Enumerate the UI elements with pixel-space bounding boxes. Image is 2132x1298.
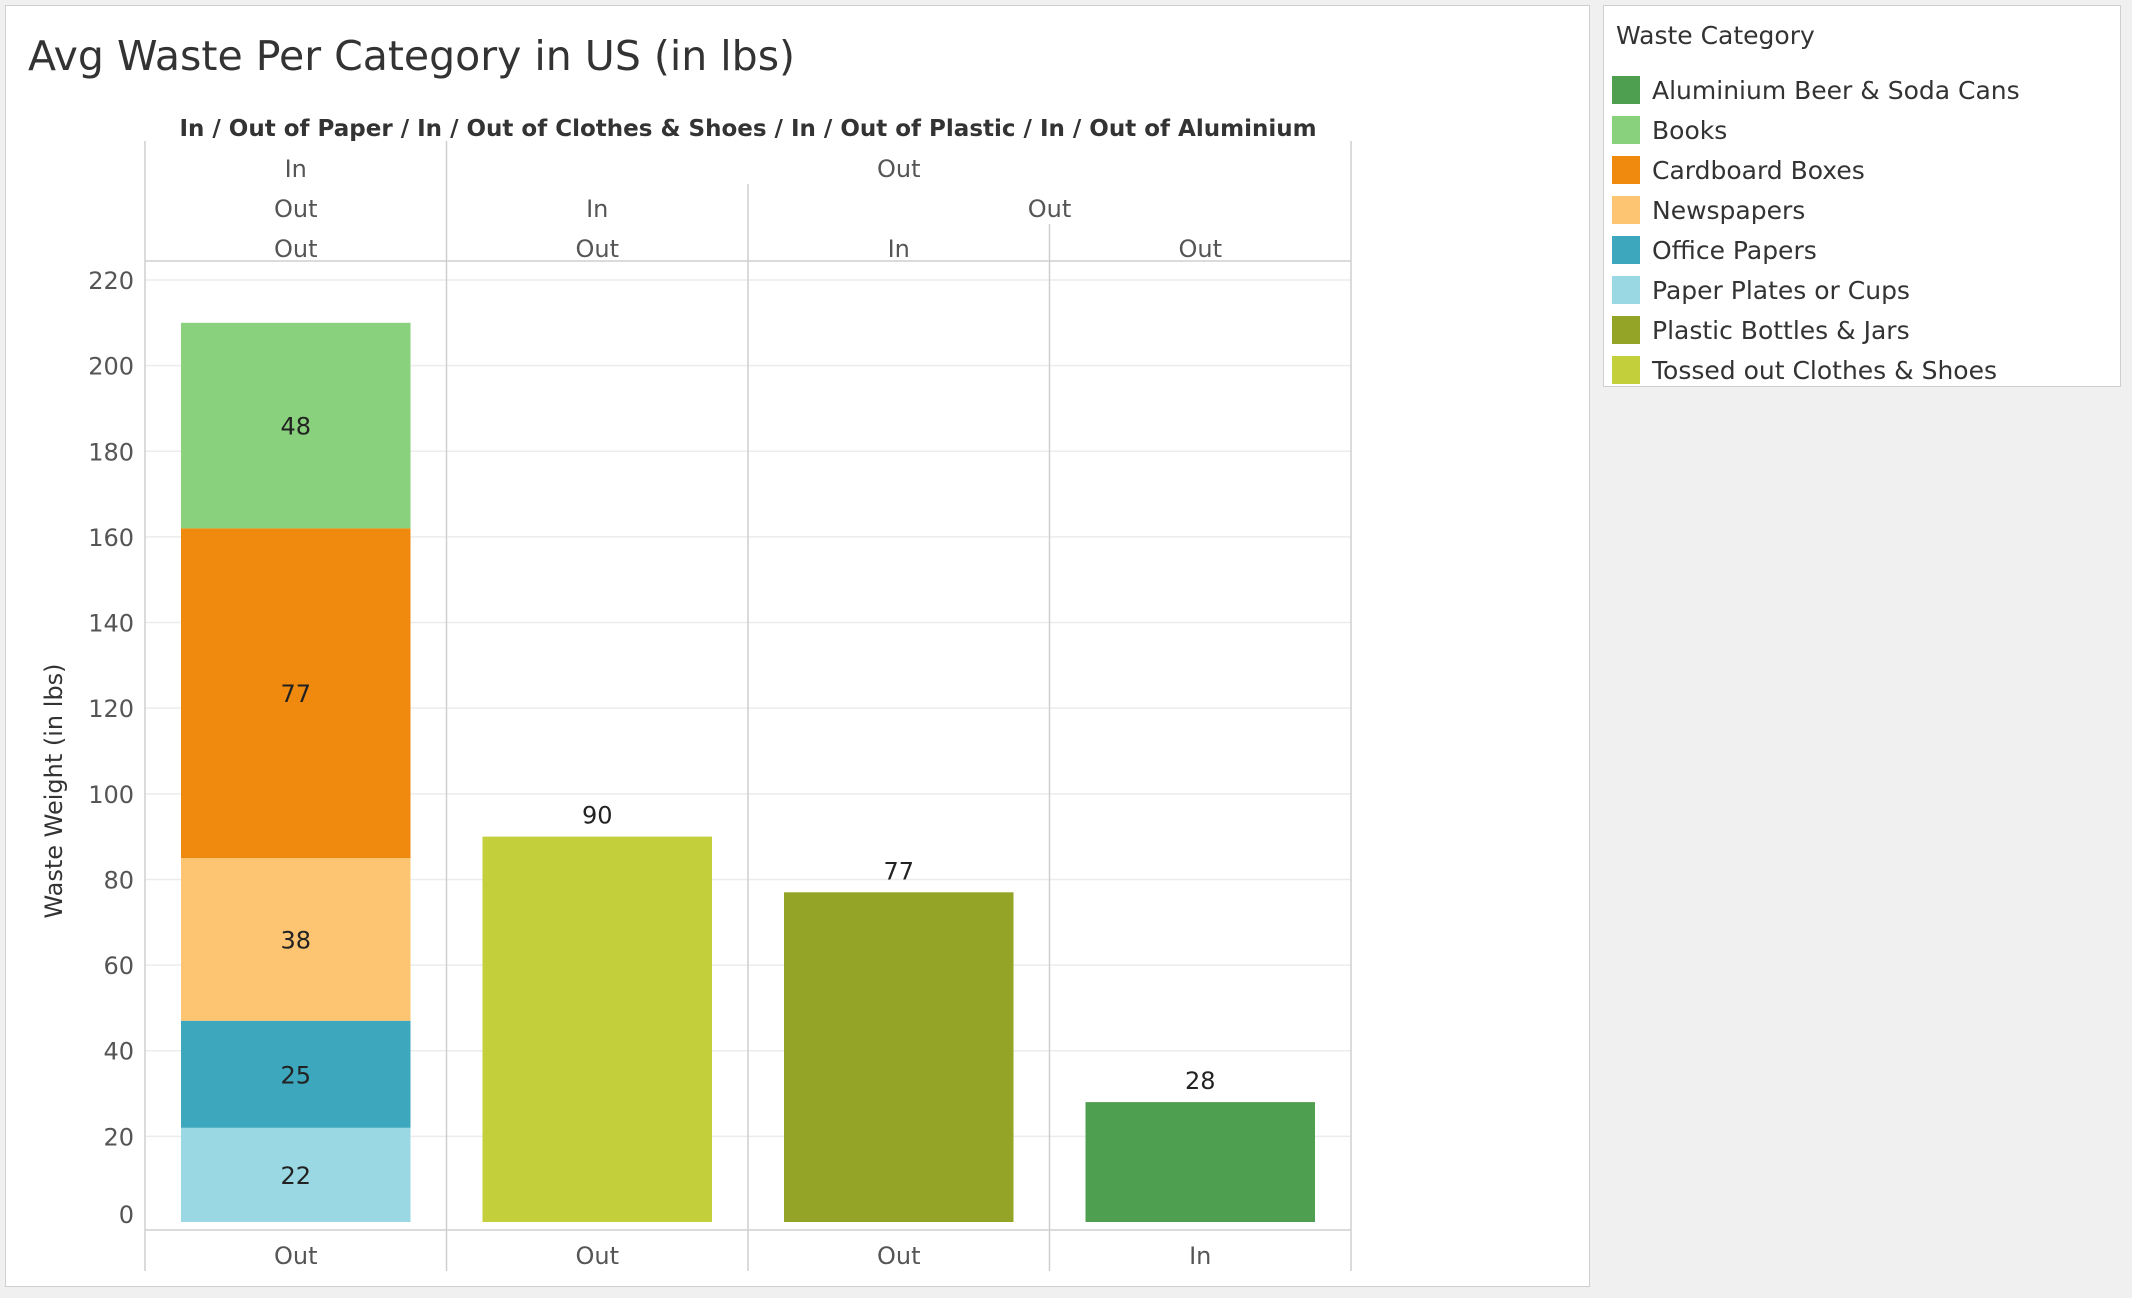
legend-swatch — [1612, 236, 1640, 264]
header-label: Out — [274, 195, 318, 223]
y-tick-label: 0 — [119, 1201, 134, 1229]
x-tick-label: In — [1189, 1242, 1211, 1270]
y-axis-title: Waste Weight (in lbs) — [40, 663, 68, 918]
y-tick-label: 80 — [103, 866, 134, 894]
legend-label: Books — [1652, 115, 1728, 145]
y-tick-label: 140 — [88, 610, 134, 638]
chart-plot: In / Out of Paper / In / Out of Clothes … — [40, 116, 1352, 1271]
x-tick-label: Out — [877, 1242, 921, 1270]
chart-title: Avg Waste Per Category in US (in lbs) — [28, 32, 796, 80]
legend: Waste Category Aluminium Beer & Soda Can… — [1603, 5, 2121, 387]
legend-swatch — [1612, 76, 1640, 104]
column-header-segment: In / Out of Paper — [179, 116, 393, 142]
y-tick-label: 180 — [88, 438, 134, 466]
chart-container: Avg Waste Per Category in US (in lbs) In… — [5, 5, 1590, 1287]
legend-swatch — [1612, 116, 1640, 144]
legend-label: Office Papers — [1652, 235, 1817, 265]
data-label: 25 — [280, 1061, 311, 1089]
bar-segment — [784, 892, 1014, 1222]
column-header-separator: / — [393, 116, 417, 142]
y-tick-label: 20 — [103, 1123, 134, 1151]
y-tick-label: 220 — [88, 267, 134, 295]
data-label: 22 — [280, 1162, 311, 1190]
y-tick-label: 40 — [103, 1038, 134, 1066]
legend-label: Cardboard Boxes — [1652, 155, 1865, 185]
column-header-title: In / Out of Paper / In / Out of Clothes … — [179, 116, 1316, 142]
data-label: 38 — [280, 926, 311, 954]
legend-label: Tossed out Clothes & Shoes — [1652, 355, 1998, 385]
header-label: Out — [1028, 195, 1072, 223]
legend-swatch — [1612, 316, 1640, 344]
x-tick-label: Out — [575, 1242, 619, 1270]
legend-item[interactable]: Plastic Bottles & Jars — [1612, 312, 1910, 348]
x-tick-label: Out — [274, 1242, 318, 1270]
legend-item[interactable]: Cardboard Boxes — [1612, 152, 1865, 188]
y-tick-label: 60 — [103, 952, 134, 980]
y-tick-label: 120 — [88, 695, 134, 723]
column-header-segment: In / Out of Plastic — [791, 116, 1016, 142]
header-label: In — [888, 235, 910, 263]
legend-item[interactable]: Paper Plates or Cups — [1612, 272, 1910, 308]
header-label: Out — [1178, 235, 1222, 263]
legend-item[interactable]: Tossed out Clothes & Shoes — [1612, 352, 1997, 388]
bar-segment — [181, 1020, 411, 1128]
bar-segment — [181, 528, 411, 859]
column-header-segment: In / Out of Clothes & Shoes — [417, 116, 766, 142]
legend-label: Aluminium Beer & Soda Cans — [1652, 75, 2020, 105]
legend-swatch — [1612, 156, 1640, 184]
bar-segment — [181, 858, 411, 1021]
legend-label: Paper Plates or Cups — [1652, 275, 1910, 305]
data-label: 28 — [1185, 1067, 1216, 1095]
data-label: 48 — [280, 413, 311, 441]
legend-label: Plastic Bottles & Jars — [1652, 315, 1910, 345]
data-label: 77 — [280, 680, 311, 708]
header-label: In — [586, 195, 608, 223]
data-label: 77 — [883, 857, 914, 885]
column-header-separator: / — [767, 116, 791, 142]
bar-segment — [181, 322, 411, 529]
y-tick-label: 160 — [88, 524, 134, 552]
column-header-separator: / — [1016, 116, 1040, 142]
bar-segment — [482, 836, 712, 1222]
bar-segment — [181, 1127, 411, 1222]
header-label: In — [285, 155, 307, 183]
header-label: Out — [274, 235, 318, 263]
bar-segment — [1085, 1102, 1315, 1222]
legend-swatch — [1612, 196, 1640, 224]
header-label: Out — [575, 235, 619, 263]
legend-item[interactable]: Aluminium Beer & Soda Cans — [1612, 72, 2020, 108]
header-label: Out — [877, 155, 921, 183]
legend-label: Newspapers — [1652, 195, 1806, 225]
legend-title: Waste Category — [1616, 21, 1815, 50]
legend-item[interactable]: Office Papers — [1612, 232, 1817, 268]
data-label: 90 — [582, 802, 613, 830]
legend-item[interactable]: Books — [1612, 112, 1727, 148]
legend-swatch — [1612, 276, 1640, 304]
legend-swatch — [1612, 356, 1640, 384]
y-tick-label: 100 — [88, 781, 134, 809]
y-tick-label: 200 — [88, 353, 134, 381]
column-header-segment: In / Out of Aluminium — [1040, 116, 1317, 142]
legend-item[interactable]: Newspapers — [1612, 192, 1805, 228]
